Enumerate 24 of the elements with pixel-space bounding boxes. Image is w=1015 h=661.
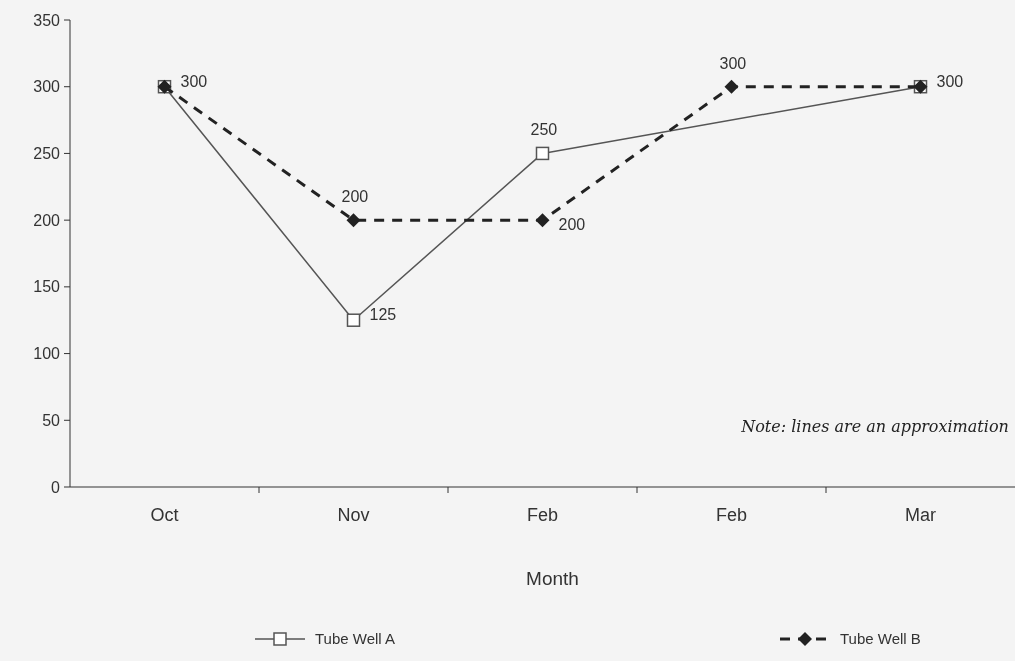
- annotation: Note: lines are an approximation: [740, 417, 1009, 436]
- y-tick-label: 0: [51, 478, 61, 496]
- y-tick-label: 300: [33, 78, 61, 96]
- legend-label: Tube Well B: [840, 630, 921, 648]
- data-label: 300: [180, 72, 208, 90]
- y-tick-label: 250: [33, 145, 61, 163]
- y-tick-label: 100: [33, 345, 61, 363]
- data-label: 300: [719, 54, 747, 72]
- x-axis-title: Month: [526, 568, 579, 589]
- x-tick-label: Feb: [715, 505, 748, 525]
- y-tick-label: 350: [33, 11, 61, 29]
- data-label: 300: [936, 72, 964, 90]
- y-tick-label: 150: [33, 278, 61, 296]
- data-label: 250: [530, 121, 558, 139]
- x-tick-label: Nov: [337, 505, 370, 525]
- legend-label: Tube Well A: [315, 630, 396, 648]
- data-label: 125: [369, 306, 397, 324]
- x-tick-label: Oct: [150, 505, 179, 525]
- data-label: 200: [558, 216, 586, 234]
- y-tick-label: 50: [42, 411, 61, 429]
- x-tick-label: Feb: [526, 505, 559, 525]
- x-tick-label: Mar: [905, 505, 936, 525]
- data-label: 200: [341, 188, 369, 206]
- y-tick-label: 200: [33, 211, 61, 229]
